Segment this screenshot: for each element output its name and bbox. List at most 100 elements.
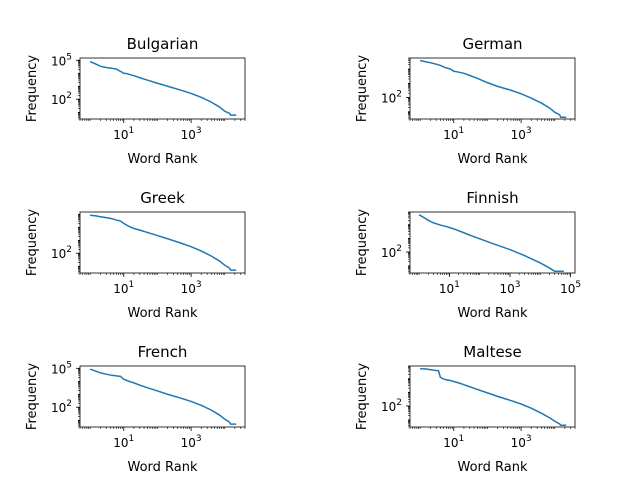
x-tick-base: 10 (511, 436, 526, 450)
x-tick-base: 10 (443, 436, 458, 450)
plot-frame (79, 365, 246, 428)
x-tick-label: 101 (113, 126, 134, 142)
x-tick-exponent: 3 (526, 126, 532, 136)
x-tick-base: 10 (181, 436, 196, 450)
x-tick-label: 101 (113, 280, 134, 296)
x-tick-exponent: 1 (454, 280, 460, 290)
y-tick-exponent: 2 (66, 91, 72, 101)
x-tick-base: 10 (560, 282, 575, 296)
y-tick-exponent: 2 (66, 399, 72, 409)
x-tick-exponent: 1 (459, 434, 465, 444)
frequency-line (418, 214, 564, 273)
x-tick-base: 10 (439, 282, 454, 296)
y-axis-label: Frequency (25, 363, 40, 430)
x-tick-exponent: 1 (129, 280, 135, 290)
panel-title: Greek (140, 189, 185, 207)
panel-title: French (138, 343, 188, 361)
y-tick-base: 10 (51, 93, 66, 107)
panel-title: Bulgarian (127, 35, 199, 53)
x-axis-label: Word Rank (127, 152, 197, 167)
y-axis-label: Frequency (355, 55, 370, 122)
y-axis-label: Frequency (25, 209, 40, 276)
y-tick-label: 105 (51, 52, 72, 68)
x-tick-exponent: 1 (129, 126, 135, 136)
x-tick-exponent: 5 (575, 280, 581, 290)
frequency-line (90, 214, 237, 271)
x-tick-label: 103 (181, 126, 202, 142)
x-tick-exponent: 3 (196, 280, 202, 290)
plot-frame (409, 365, 576, 428)
y-tick-base: 10 (381, 400, 396, 414)
x-axis-label: Word Rank (127, 460, 197, 475)
x-tick-exponent: 1 (129, 434, 135, 444)
x-tick-label: 101 (439, 280, 460, 296)
y-tick-exponent: 2 (396, 89, 402, 99)
x-tick-exponent: 1 (459, 126, 465, 136)
x-tick-label: 105 (560, 280, 581, 296)
frequency-line (89, 60, 237, 116)
x-tick-label: 101 (443, 434, 464, 450)
x-tick-label: 101 (113, 434, 134, 450)
panel-title: Maltese (463, 343, 521, 361)
y-tick-exponent: 5 (66, 360, 72, 370)
x-tick-base: 10 (113, 436, 128, 450)
y-axis-label: Frequency (25, 55, 40, 122)
x-tick-label: 103 (499, 280, 520, 296)
panel-title: Finnish (466, 189, 518, 207)
x-tick-label: 103 (181, 434, 202, 450)
x-tick-label: 103 (511, 126, 532, 142)
plot-frame (79, 57, 246, 120)
x-tick-base: 10 (113, 128, 128, 142)
y-tick-label: 102 (51, 399, 72, 415)
y-tick-exponent: 2 (396, 398, 402, 408)
y-tick-exponent: 2 (396, 244, 402, 254)
y-tick-exponent: 5 (66, 52, 72, 62)
y-tick-base: 10 (51, 54, 66, 68)
x-tick-base: 10 (113, 282, 128, 296)
plot-frame (79, 211, 246, 274)
x-axis-label: Word Rank (127, 306, 197, 321)
y-axis-label: Frequency (355, 209, 370, 276)
plot-frame (409, 211, 576, 274)
y-tick-label: 105 (51, 360, 72, 376)
y-tick-label: 102 (381, 398, 402, 414)
plot-frame (409, 57, 576, 120)
frequency-line (89, 368, 237, 425)
y-axis-label: Frequency (355, 363, 370, 430)
x-tick-base: 10 (499, 282, 514, 296)
x-axis-label: Word Rank (457, 460, 527, 475)
y-tick-label: 102 (381, 244, 402, 260)
y-tick-base: 10 (381, 91, 396, 105)
x-tick-label: 103 (511, 434, 532, 450)
x-tick-exponent: 3 (526, 434, 532, 444)
x-tick-label: 103 (181, 280, 202, 296)
x-tick-label: 101 (443, 126, 464, 142)
y-tick-label: 102 (51, 91, 72, 107)
frequency-line (419, 59, 567, 118)
x-tick-base: 10 (181, 128, 196, 142)
y-tick-base: 10 (51, 401, 66, 415)
y-tick-base: 10 (51, 362, 66, 376)
y-tick-label: 102 (51, 245, 72, 261)
frequency-line (420, 368, 567, 427)
y-tick-exponent: 2 (66, 245, 72, 255)
x-axis-label: Word Rank (457, 306, 527, 321)
panel-title: German (462, 35, 522, 53)
x-axis-label: Word Rank (457, 152, 527, 167)
y-tick-label: 102 (381, 89, 402, 105)
y-tick-base: 10 (381, 246, 396, 260)
x-tick-exponent: 3 (515, 280, 521, 290)
x-tick-base: 10 (511, 128, 526, 142)
x-tick-exponent: 3 (196, 126, 202, 136)
y-tick-base: 10 (51, 247, 66, 261)
x-tick-base: 10 (181, 282, 196, 296)
x-tick-base: 10 (443, 128, 458, 142)
x-tick-exponent: 3 (196, 434, 202, 444)
